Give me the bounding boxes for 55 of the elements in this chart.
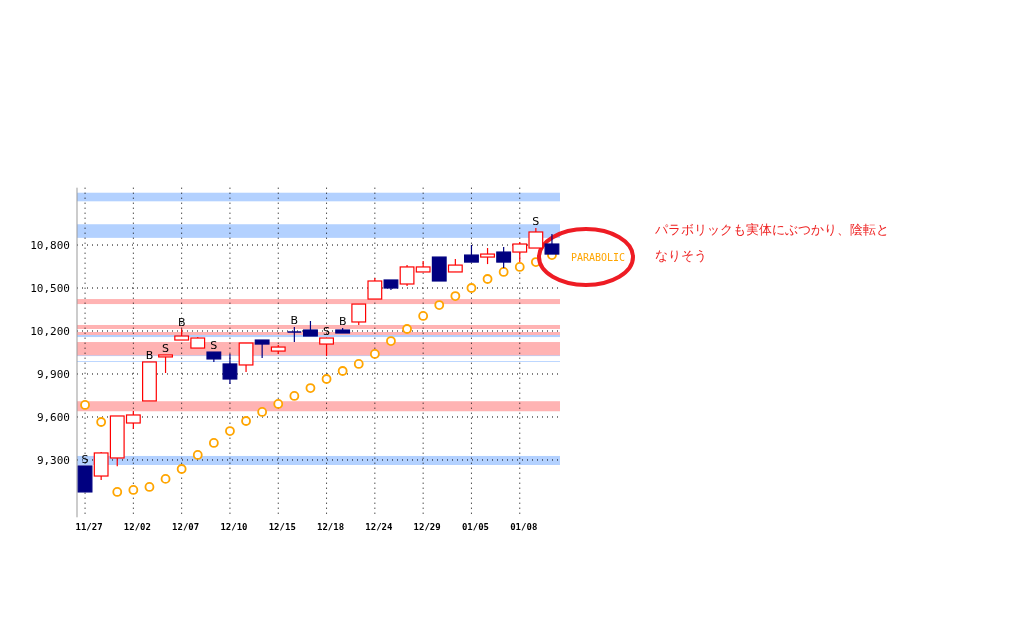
text: S <box>323 325 331 339</box>
point <box>386 336 396 346</box>
x-tick-label: 11/27 <box>75 522 103 532</box>
point <box>482 274 493 284</box>
point <box>369 349 380 359</box>
y-tick-label: 9,600 <box>36 410 70 424</box>
text: パラボリックも実体にぶつかり、陰転となりそう <box>655 221 890 265</box>
point <box>353 359 364 369</box>
text: B <box>145 348 154 362</box>
text: B <box>338 314 347 328</box>
text: S <box>81 453 89 466</box>
point <box>305 383 316 393</box>
y-tick-label: 10,500 <box>30 282 70 296</box>
text: S <box>532 214 540 228</box>
point <box>192 450 203 460</box>
point <box>241 416 251 426</box>
point <box>466 283 477 293</box>
point <box>273 399 284 409</box>
point <box>434 300 445 310</box>
y-tick-label: 9,300 <box>36 453 70 467</box>
text: B <box>290 313 299 327</box>
point <box>128 485 139 495</box>
point <box>225 426 235 436</box>
point <box>257 407 268 417</box>
x-tick-label: 12/18 <box>317 522 345 532</box>
y-tick-label: 10,200 <box>30 325 70 338</box>
point <box>96 417 107 427</box>
point <box>402 324 412 334</box>
y-tick-label: 9,900 <box>36 368 70 381</box>
x-tick-label: 12/07 <box>172 522 200 532</box>
x-tick-label: 12/15 <box>268 522 296 532</box>
point <box>450 291 461 301</box>
point <box>418 311 429 321</box>
text: S <box>210 339 218 353</box>
point <box>498 267 509 277</box>
x-tick-label: 01/08 <box>510 522 538 532</box>
point <box>289 391 300 401</box>
x-tick-label: 01/05 <box>461 522 489 532</box>
x-tick-label: 12/29 <box>413 522 441 532</box>
point <box>112 487 123 497</box>
x-tick-label: 12/24 <box>365 522 393 532</box>
point <box>321 374 332 384</box>
point <box>160 473 171 484</box>
text: PARABOLIC <box>570 252 626 263</box>
point <box>337 366 348 376</box>
text: B <box>177 316 186 329</box>
y-tick-label: 10,800 <box>30 239 70 253</box>
x-tick-label: 12/02 <box>123 522 151 532</box>
point <box>80 400 90 410</box>
x-tick-label: 12/10 <box>220 522 248 532</box>
point <box>514 262 525 272</box>
point <box>144 482 155 492</box>
point <box>208 438 219 448</box>
text: S <box>162 341 170 355</box>
point <box>176 464 187 474</box>
